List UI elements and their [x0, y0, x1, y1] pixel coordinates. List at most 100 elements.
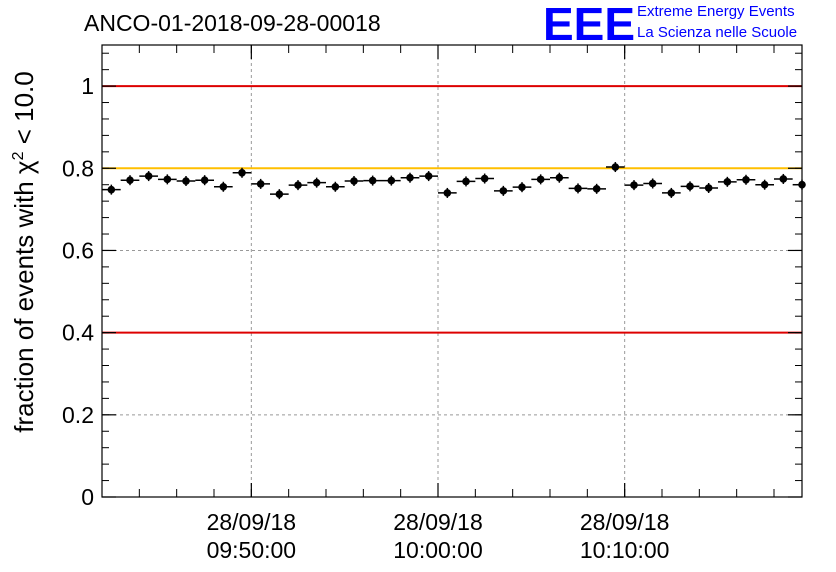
data-point-marker [424, 172, 433, 180]
data-point-marker [611, 163, 620, 171]
data-point-marker [630, 181, 638, 189]
data-point [736, 174, 756, 185]
data-point [774, 173, 793, 184]
data-point-marker [462, 177, 470, 186]
data-point-marker [536, 175, 545, 184]
data-point [195, 175, 214, 186]
data-point [680, 181, 700, 192]
data-point-marker [704, 184, 713, 192]
data-point-marker [275, 190, 284, 198]
y-tick-label: 1 [81, 73, 94, 99]
data-point [251, 178, 270, 189]
eee-logo-mark: EEE [543, 0, 636, 50]
data-point-marker [406, 173, 414, 182]
data-point [344, 176, 364, 187]
x-tick-label-time: 10:10:00 [580, 537, 670, 563]
grid-layer [102, 45, 802, 497]
data-point-marker [667, 189, 676, 197]
x-tick-label-date: 28/09/18 [393, 509, 483, 535]
data-point-marker [163, 175, 172, 184]
y-axis-label-suffix: < 10.0 [9, 71, 39, 151]
y-tick-label: 0.4 [62, 320, 94, 346]
data-point-marker [107, 185, 116, 194]
data-point [699, 182, 718, 193]
data-point-marker [144, 172, 153, 180]
data-point-marker [256, 180, 265, 188]
data-point-marker [182, 177, 190, 185]
data-point [307, 177, 326, 188]
data-point [512, 182, 532, 193]
data-point-marker [648, 179, 657, 188]
data-point [718, 176, 737, 187]
data-point-marker [312, 178, 321, 187]
data-point-marker [294, 181, 302, 189]
data-point-marker [779, 175, 788, 183]
data-point [363, 175, 382, 186]
data-point-marker [368, 176, 377, 185]
data-point [270, 189, 289, 200]
data-point [120, 175, 140, 186]
data-point [475, 173, 494, 184]
x-tick-label-time: 09:50:00 [207, 537, 297, 563]
data-point [606, 162, 625, 173]
y-tick-label: 0.6 [62, 237, 94, 263]
data-point [624, 180, 644, 191]
data-point-marker [742, 175, 750, 184]
y-axis-label-chi: χ [9, 160, 39, 174]
data-point [382, 175, 401, 186]
data-point [456, 176, 476, 187]
data-point [438, 187, 457, 198]
data-point-marker [555, 173, 564, 182]
y-axis-label: fraction of events with χ2 < 10.0 [9, 71, 39, 432]
data-point [102, 184, 121, 195]
y-axis-label-prefix: fraction of events with [9, 174, 39, 433]
chart-title: ANCO-01-2018-09-28-00018 [84, 10, 381, 36]
data-point [587, 183, 606, 194]
data-point [550, 172, 569, 183]
y-tick-label: 0 [81, 484, 94, 510]
data-point-marker [126, 176, 134, 184]
x-tick-label-date: 28/09/18 [580, 509, 670, 535]
data-point-marker [518, 183, 526, 191]
data-point [400, 172, 420, 183]
data-point-marker [760, 180, 769, 189]
data-point [643, 178, 662, 189]
data-point [214, 181, 233, 192]
data-point [755, 179, 774, 190]
data-point-marker [592, 185, 601, 193]
data-point [326, 181, 345, 192]
data-point [568, 183, 588, 194]
data-point-marker [574, 184, 582, 193]
data-point-marker [238, 168, 246, 177]
data-point-marker [387, 176, 396, 185]
data-point [176, 176, 196, 187]
data-point-marker [350, 177, 358, 185]
data-point [662, 187, 681, 198]
data-point [419, 171, 438, 182]
data-point-marker [219, 182, 228, 191]
data-point-marker [200, 176, 209, 184]
data-point [232, 167, 252, 178]
data-point-marker [443, 189, 452, 197]
reference-lines-layer [102, 85, 802, 334]
logo-line-scienza-nelle-scuole: La Scienza nelle Scuole [637, 24, 798, 41]
y-tick-label: 0.2 [62, 402, 94, 428]
y-tick-label: 0.8 [62, 155, 94, 181]
data-point-marker [723, 178, 732, 186]
data-point-marker [480, 174, 489, 183]
y-axis-label-exponent: 2 [10, 151, 27, 160]
plot-frame [101, 44, 803, 498]
data-points-layer [102, 162, 806, 200]
x-tick-label-time: 10:00:00 [393, 537, 483, 563]
data-point [494, 185, 513, 196]
logo-line-extreme-energy-events: Extreme Energy Events [637, 3, 795, 20]
data-point-marker [499, 187, 508, 195]
data-point [139, 171, 158, 182]
data-point [158, 174, 177, 185]
data-point [288, 180, 308, 191]
data-point-marker [686, 182, 694, 191]
data-point-marker [331, 182, 340, 191]
data-point [531, 174, 550, 185]
x-tick-label-date: 28/09/18 [207, 509, 297, 535]
